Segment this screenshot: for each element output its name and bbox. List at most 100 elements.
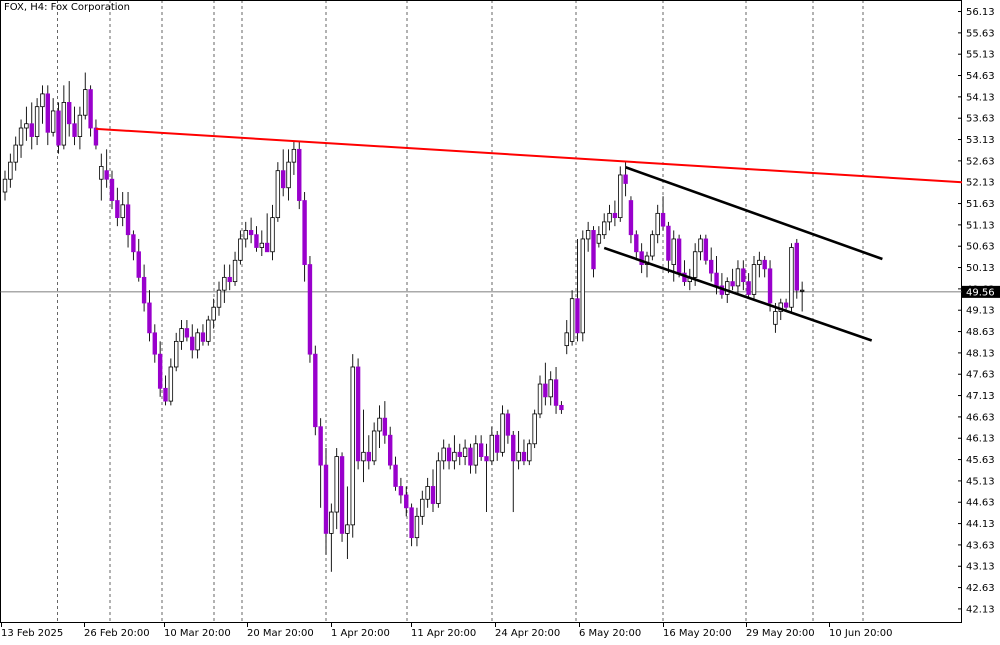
candle-bull	[371, 430, 377, 462]
candle-bear	[553, 379, 559, 406]
candle-bull	[655, 212, 660, 236]
candle-bull	[24, 123, 29, 129]
candle-bear	[302, 200, 307, 265]
candle-bear	[307, 264, 313, 355]
candle-bull	[500, 413, 505, 453]
candle-bear	[762, 259, 767, 270]
candle-bull	[735, 268, 741, 287]
candle-bear	[67, 102, 72, 125]
candle-bear	[404, 494, 409, 509]
candle-bear	[200, 332, 206, 342]
candle-bull	[61, 102, 67, 146]
candle-bear	[163, 387, 168, 402]
chart-title: FOX, H4: Fox Corporation	[4, 2, 130, 13]
candle-bear	[125, 204, 131, 236]
plot-frame	[0, 0, 962, 623]
y-tick-label: 52.63	[966, 156, 995, 167]
candle-bull	[773, 311, 778, 325]
candle-bull	[452, 451, 457, 462]
x-tick-label: 13 Feb 2025	[1, 628, 63, 639]
x-tick-label: 10 Mar 20:00	[164, 628, 231, 639]
y-tick-label: 51.63	[966, 199, 995, 210]
y-tick-label: 47.13	[966, 391, 995, 402]
y-tick-label: 46.13	[966, 434, 995, 445]
candle-bull	[243, 230, 248, 240]
candle-bear	[575, 298, 580, 334]
candle-bear	[398, 486, 404, 496]
current-price-badge	[962, 285, 1000, 298]
candle-bull	[40, 93, 45, 108]
candle-bull	[564, 332, 569, 347]
candle-bull	[286, 161, 291, 189]
candle-bull	[569, 298, 575, 342]
candle-bear	[227, 276, 232, 283]
candle-bull	[168, 366, 174, 402]
candle-bear	[29, 123, 34, 137]
candle-bull	[596, 234, 602, 244]
x-tick-label: 1 Apr 20:00	[331, 628, 390, 639]
candle-bear	[741, 268, 746, 283]
candle-bull	[350, 366, 355, 526]
candle-bull	[580, 238, 585, 334]
y-tick-label: 43.63	[966, 540, 995, 551]
candle-bear	[783, 302, 789, 308]
candle-bull	[548, 379, 553, 398]
y-tick-label: 44.63	[966, 498, 995, 509]
candle-bull	[232, 259, 238, 283]
candle-bear	[104, 170, 109, 180]
candle-bear	[147, 302, 152, 334]
candle-bear	[446, 447, 452, 462]
candle-bull	[291, 148, 297, 163]
y-tick-label: 45.63	[966, 455, 995, 466]
candle-bear	[409, 507, 414, 539]
x-tick-label: 20 Mar 20:00	[247, 628, 314, 639]
candle-bear	[157, 353, 163, 389]
candle-bull	[618, 174, 623, 219]
y-tick-label: 42.13	[966, 604, 995, 615]
candle-bull	[334, 456, 339, 513]
candle-bear	[478, 443, 484, 457]
candle-bear	[709, 259, 714, 274]
candle-bull	[2, 178, 8, 193]
y-tick-label: 49.13	[966, 306, 995, 317]
y-tick-label: 51.13	[966, 220, 995, 231]
candle-bear	[628, 200, 634, 236]
candle-bear	[660, 212, 666, 227]
candle-bull	[789, 247, 794, 308]
candle-bear	[591, 230, 596, 270]
y-tick-label: 44.13	[966, 519, 995, 530]
candle-bear	[72, 123, 77, 137]
candle-bull	[425, 486, 430, 500]
candle-bull	[650, 234, 655, 257]
candle-bull	[585, 230, 591, 240]
candle-bear	[45, 93, 50, 133]
y-tick-label: 54.63	[966, 71, 995, 82]
candle-bull	[18, 127, 24, 146]
candle-bull	[420, 498, 425, 517]
candle-bull	[751, 264, 757, 295]
y-tick-label: 48.63	[966, 327, 995, 338]
candle-bull	[275, 170, 281, 219]
candle-bear	[248, 230, 254, 236]
candle-bull	[77, 114, 83, 137]
y-tick-label: 54.13	[966, 92, 995, 103]
candle-bear	[746, 281, 751, 295]
candle-bull	[329, 511, 334, 534]
candle-bull	[195, 332, 200, 351]
candle-bear	[505, 413, 511, 436]
candle-bear	[152, 332, 157, 355]
y-tick-label: 56.13	[966, 7, 995, 18]
candle-bear	[184, 328, 190, 338]
candle-bear	[297, 148, 302, 201]
candle-bear	[676, 238, 682, 274]
x-tick-label: 10 Jun 20:00	[829, 628, 893, 639]
x-tick-label: 24 Apr 20:00	[495, 628, 560, 639]
candle-bull	[238, 238, 243, 261]
candle-bear	[254, 234, 259, 248]
candle-bull	[671, 238, 676, 265]
candle-bear	[355, 366, 361, 462]
y-tick-label: 52.13	[966, 178, 995, 189]
candle-bull	[441, 447, 446, 462]
